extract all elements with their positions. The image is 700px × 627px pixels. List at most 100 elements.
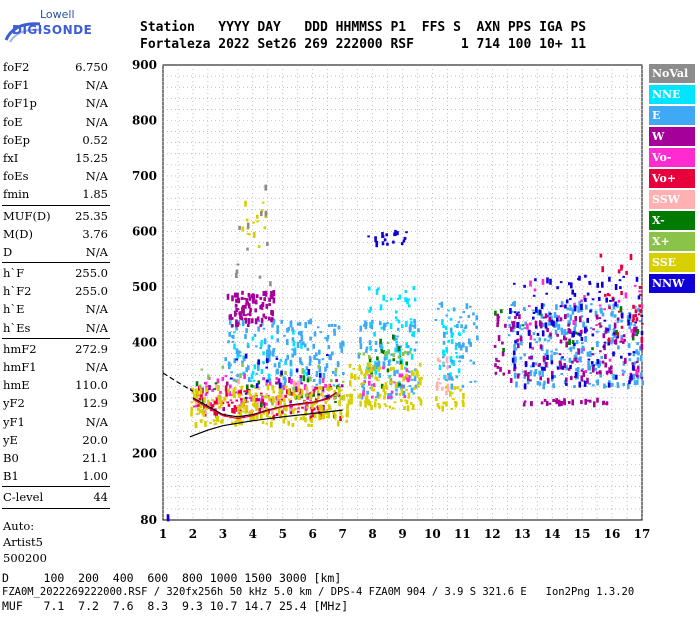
echo-point [190, 411, 193, 417]
echo-point [243, 373, 246, 380]
echo-point [576, 372, 580, 375]
echo-point [325, 388, 329, 391]
echo-point [598, 317, 602, 320]
echo-point [353, 374, 357, 381]
echo-point [575, 368, 578, 372]
echo-point [535, 306, 538, 313]
echo-point [586, 292, 590, 296]
echo-point [200, 419, 203, 424]
echo-point [387, 360, 391, 366]
echo-point [246, 247, 249, 251]
echo-point [409, 318, 413, 321]
echo-point [260, 392, 263, 395]
echo-point [533, 288, 537, 292]
echo-point [265, 303, 269, 309]
echo-point [497, 360, 501, 363]
y-tick-label: 600 [132, 224, 157, 238]
echo-point [515, 313, 519, 316]
echo-point [548, 402, 552, 405]
echo-point [475, 315, 479, 321]
echo-point [617, 345, 620, 350]
echo-point [616, 385, 620, 388]
echo-point [260, 414, 263, 420]
echo-point [384, 382, 388, 388]
echo-point [247, 365, 250, 371]
echo-point [540, 401, 544, 405]
autoscale-label: Auto: [3, 518, 35, 533]
echo-point [639, 345, 642, 351]
echo-point [346, 394, 349, 397]
echo-point [457, 368, 461, 374]
echo-point [244, 334, 247, 340]
echo-point [564, 314, 567, 320]
param-row: MUF(D) 25.35 [0, 207, 112, 225]
echo-point [559, 317, 563, 322]
echo-point [569, 365, 572, 369]
echo-point [321, 377, 325, 383]
autoscale-version: 500200 [3, 550, 47, 565]
echo-point [596, 397, 599, 403]
echo-point [634, 321, 637, 324]
echo-point [374, 399, 377, 401]
echo-point [190, 406, 193, 412]
echo-point [622, 360, 626, 366]
echo-point [234, 312, 238, 315]
echo-point [368, 357, 372, 363]
echo-point [279, 399, 282, 405]
echo-point [236, 292, 239, 298]
echo-point [405, 368, 409, 373]
echo-point [445, 379, 448, 381]
echo-point [398, 373, 402, 378]
echo-point [324, 395, 328, 398]
echo-point [336, 392, 339, 397]
echo-point [614, 338, 618, 345]
echo-point [379, 304, 383, 311]
echo-point [282, 385, 286, 390]
echo-point [245, 328, 248, 334]
echo-point [403, 406, 406, 410]
echo-point [526, 323, 529, 330]
echo-point [583, 380, 587, 387]
echo-point [538, 370, 541, 376]
y-tick-label: 80 [140, 513, 157, 527]
echo-point [358, 364, 361, 371]
echo-point [330, 379, 333, 383]
echo-point [385, 354, 388, 360]
header-labels: Station YYYY DAY DDD HHMMSS P1 FFS S AXN… [140, 20, 587, 35]
echo-point [298, 321, 302, 326]
echo-point [200, 368, 204, 371]
echo-point [245, 218, 249, 222]
echo-point [392, 358, 395, 362]
echo-point [634, 331, 637, 335]
echo-point [243, 397, 246, 403]
echo-point [456, 386, 459, 390]
echo-point [446, 366, 449, 370]
echo-point [195, 381, 199, 387]
echo-point [627, 383, 630, 390]
echo-point [288, 398, 291, 401]
echo-point [327, 345, 331, 350]
echo-point [395, 392, 398, 396]
echo-point [543, 398, 547, 402]
echo-point [544, 362, 548, 368]
echo-point [526, 378, 530, 385]
echo-point [610, 370, 613, 375]
echo-point [254, 318, 258, 325]
echo-point [400, 364, 404, 370]
echo-point [591, 353, 594, 356]
echo-point [238, 354, 242, 357]
echo-point [625, 270, 628, 275]
echo-point [538, 363, 541, 366]
echo-point [339, 409, 342, 416]
echo-point [540, 313, 544, 319]
echo-point [413, 348, 417, 352]
echo-point [266, 358, 269, 364]
echo-point [254, 308, 257, 313]
echo-point [227, 388, 230, 393]
echo-point [638, 285, 642, 289]
echo-point [272, 414, 276, 417]
echo-point [287, 389, 291, 394]
echo-point [528, 356, 531, 360]
echo-point [574, 357, 577, 362]
echo-point [620, 355, 623, 359]
